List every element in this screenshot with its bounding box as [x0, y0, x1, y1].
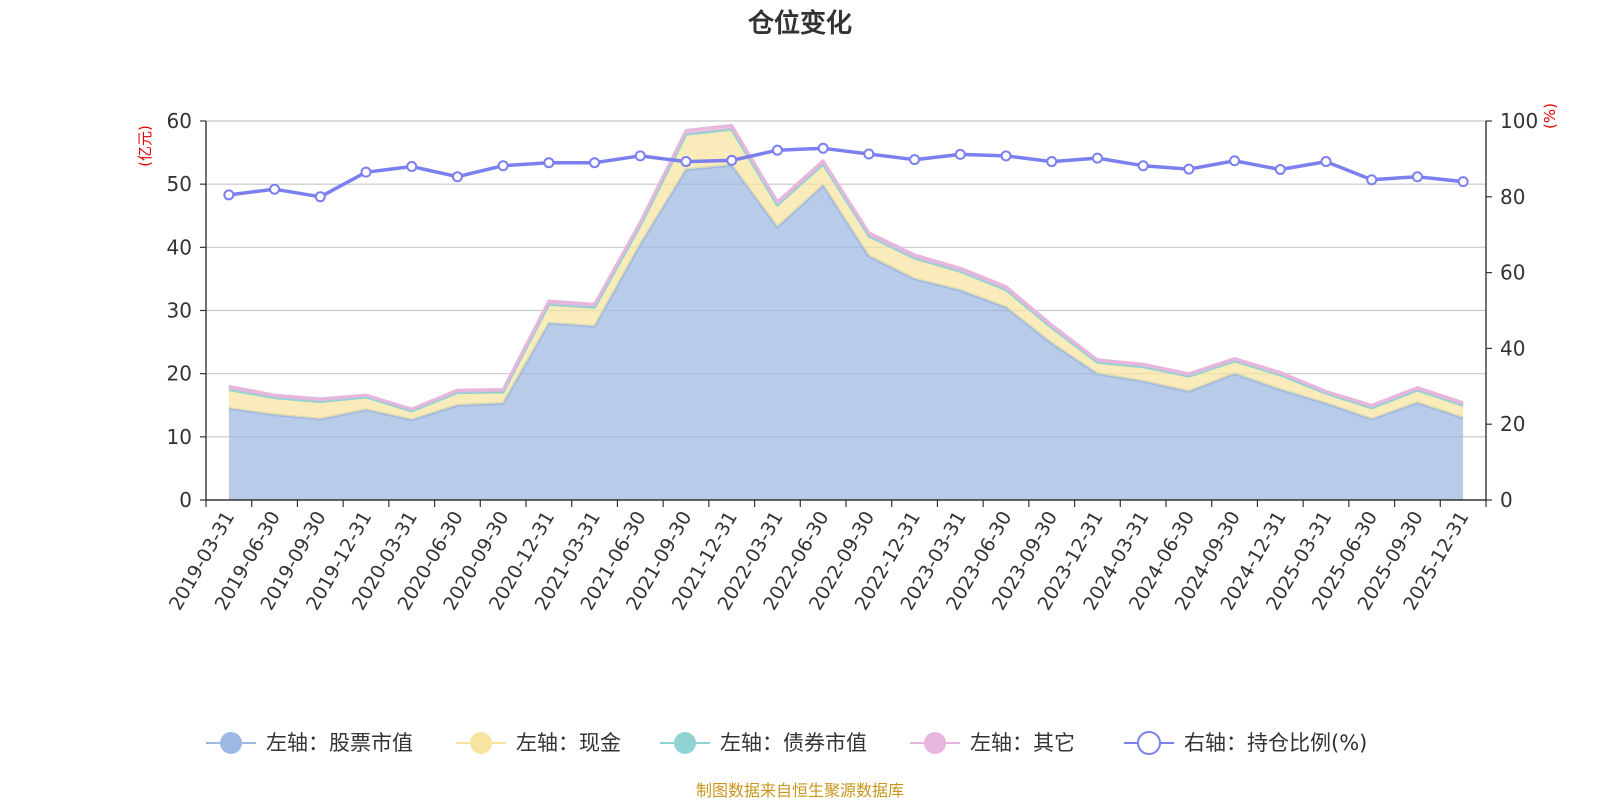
right-axis-tick-label: 20 [1500, 412, 1525, 436]
ratio-point [314, 191, 326, 203]
right-axis-tick-label: 0 [1500, 488, 1513, 512]
ratio-point [451, 171, 463, 183]
ratio-point [863, 148, 875, 160]
ratio-point [543, 157, 555, 169]
right-axis-unit: (%) [1541, 103, 1559, 129]
chart-title: 仓位变化 [747, 8, 852, 39]
ratio-point [223, 189, 235, 201]
legend-label: 左轴：债券市值 [720, 731, 867, 755]
right-axis-tick-label: 60 [1500, 261, 1525, 285]
ratio-point [771, 144, 783, 156]
holding-ratio-line [223, 142, 1469, 203]
left-axis-tick-label: 30 [167, 299, 192, 323]
ratio-point [726, 154, 738, 166]
ratio-point [1274, 164, 1286, 176]
ratio-point [1366, 174, 1378, 186]
left-axis-tick-label: 0 [179, 488, 192, 512]
ratio-point [817, 142, 829, 154]
ratio-point [1229, 155, 1241, 167]
ratio-point [1091, 152, 1103, 164]
left-axis-tick-label: 10 [167, 425, 192, 449]
legend-marker [220, 732, 242, 754]
ratio-point [1320, 156, 1332, 168]
legend-marker [674, 732, 696, 754]
ratio-point [589, 157, 601, 169]
ratio-point [1457, 176, 1469, 188]
left-axis-tick-label: 60 [167, 109, 192, 133]
left-axis-tick-label: 20 [167, 362, 192, 386]
right-axis-tick-label: 80 [1500, 185, 1525, 209]
area-0 [228, 165, 1464, 500]
legend-marker [924, 732, 946, 754]
ratio-point [497, 160, 509, 172]
legend: 左轴：股票市值 左轴：现金 左轴：债券市值 左轴：其它 右轴：持仓比例(%) [206, 731, 1367, 755]
legend-label: 左轴：股票市值 [266, 731, 413, 755]
ratio-point [1411, 171, 1423, 183]
ratio-line-path [228, 146, 1464, 199]
legend-label: 左轴：现金 [516, 731, 621, 755]
area-edge-3 [228, 123, 1464, 411]
stacked-areas [228, 123, 1464, 500]
legend-marker [470, 732, 492, 754]
ratio-point [909, 154, 921, 166]
ratio-point [1137, 160, 1149, 172]
ratio-point [1183, 163, 1195, 175]
legend-label: 左轴：其它 [970, 731, 1075, 755]
ratio-point [954, 148, 966, 160]
right-axis-tick-label: 40 [1500, 336, 1525, 360]
ratio-point [634, 150, 646, 162]
left-axis-tick-label: 40 [167, 235, 192, 259]
ratio-point [1000, 150, 1012, 162]
source-note: 制图数据来自恒生聚源数据库 [696, 781, 904, 800]
legend-marker [1137, 731, 1161, 755]
ratio-point [1046, 156, 1058, 168]
ratio-point [680, 156, 692, 168]
legend-label: 右轴：持仓比例(%) [1184, 731, 1367, 755]
ratio-point [360, 166, 372, 178]
right-axis-tick-label: 100 [1500, 109, 1538, 133]
ratio-point [269, 183, 281, 195]
ratio-point [406, 160, 418, 172]
left-axis-unit: (亿元) [136, 125, 154, 167]
left-axis-tick-label: 50 [167, 172, 192, 196]
